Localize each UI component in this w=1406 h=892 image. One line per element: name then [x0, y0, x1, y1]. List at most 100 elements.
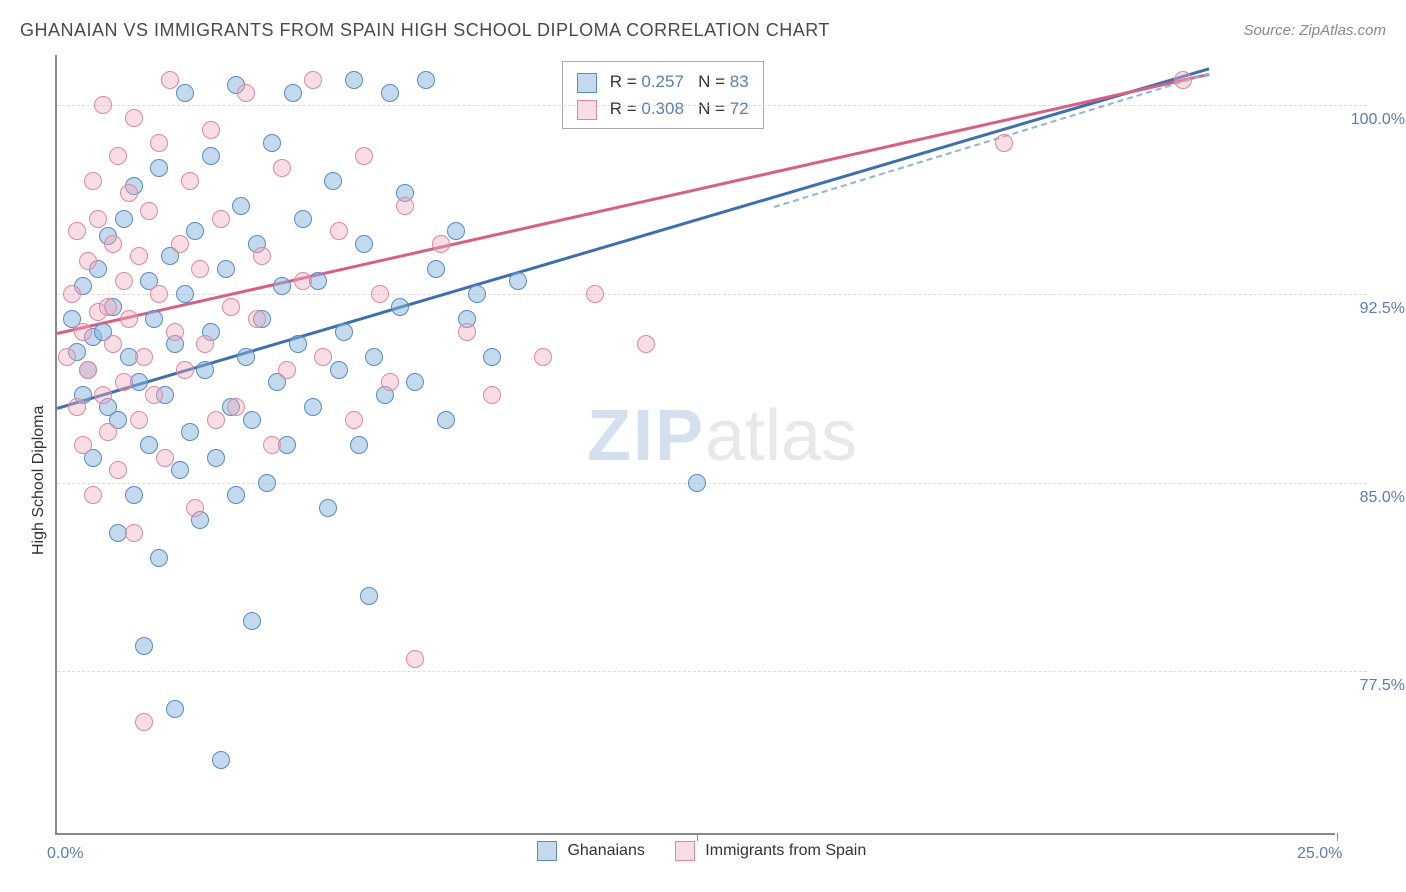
marker-ghanaians — [350, 436, 368, 454]
marker-spain — [176, 361, 194, 379]
marker-ghanaians — [181, 423, 199, 441]
marker-spain — [1174, 71, 1192, 89]
marker-ghanaians — [406, 373, 424, 391]
marker-spain — [304, 71, 322, 89]
marker-spain — [130, 247, 148, 265]
marker-spain — [94, 386, 112, 404]
legend-item-ghanaians: Ghanaians — [537, 841, 645, 861]
marker-ghanaians — [237, 348, 255, 366]
marker-spain — [99, 423, 117, 441]
marker-spain — [140, 202, 158, 220]
legend-row-spain: R = 0.308 N = 72 — [577, 95, 749, 122]
marker-spain — [381, 373, 399, 391]
marker-ghanaians — [355, 235, 373, 253]
ytick-label: 85.0% — [1360, 489, 1405, 507]
marker-ghanaians — [360, 587, 378, 605]
marker-ghanaians — [171, 461, 189, 479]
gridline — [57, 671, 1367, 672]
source-label: Source: ZipAtlas.com — [1243, 22, 1386, 39]
marker-spain — [58, 348, 76, 366]
marker-spain — [89, 210, 107, 228]
xtick — [697, 833, 698, 841]
marker-ghanaians — [217, 260, 235, 278]
gridline — [57, 294, 1367, 295]
marker-spain — [115, 272, 133, 290]
marker-spain — [115, 373, 133, 391]
ytick-label: 92.5% — [1360, 300, 1405, 318]
marker-spain — [396, 197, 414, 215]
marker-ghanaians — [330, 361, 348, 379]
marker-ghanaians — [243, 612, 261, 630]
marker-spain — [432, 235, 450, 253]
marker-spain — [79, 361, 97, 379]
marker-ghanaians — [227, 486, 245, 504]
marker-spain — [125, 524, 143, 542]
marker-spain — [534, 348, 552, 366]
marker-spain — [135, 713, 153, 731]
marker-ghanaians — [263, 134, 281, 152]
marker-ghanaians — [427, 260, 445, 278]
marker-ghanaians — [176, 84, 194, 102]
ytick-label: 77.5% — [1360, 677, 1405, 695]
marker-spain — [120, 310, 138, 328]
marker-spain — [196, 335, 214, 353]
marker-ghanaians — [145, 310, 163, 328]
swatch-pink-icon — [675, 841, 695, 861]
watermark: ZIPatlas — [587, 395, 857, 477]
marker-spain — [371, 285, 389, 303]
marker-spain — [74, 436, 92, 454]
marker-spain — [237, 84, 255, 102]
marker-ghanaians — [345, 71, 363, 89]
marker-ghanaians — [278, 436, 296, 454]
trendline-dashed — [774, 73, 1210, 208]
marker-spain — [181, 172, 199, 190]
marker-ghanaians — [509, 272, 527, 290]
marker-ghanaians — [319, 499, 337, 517]
marker-spain — [483, 386, 501, 404]
marker-spain — [109, 147, 127, 165]
xtick-label: 0.0% — [47, 845, 83, 863]
marker-spain — [278, 361, 296, 379]
correlation-legend: R = 0.257 N = 83 R = 0.308 N = 72 — [562, 61, 764, 129]
marker-spain — [273, 159, 291, 177]
marker-spain — [79, 252, 97, 270]
marker-ghanaians — [381, 84, 399, 102]
marker-ghanaians — [284, 84, 302, 102]
swatch-blue-icon — [577, 73, 597, 93]
marker-spain — [135, 348, 153, 366]
marker-spain — [263, 436, 281, 454]
marker-ghanaians — [232, 197, 250, 215]
marker-spain — [94, 96, 112, 114]
marker-spain — [330, 222, 348, 240]
marker-ghanaians — [202, 147, 220, 165]
marker-spain — [253, 247, 271, 265]
marker-spain — [156, 449, 174, 467]
y-axis-label: High School Diploma — [30, 406, 48, 555]
marker-spain — [84, 486, 102, 504]
marker-ghanaians — [309, 272, 327, 290]
marker-spain — [227, 398, 245, 416]
gridline — [57, 105, 1367, 106]
marker-spain — [125, 109, 143, 127]
marker-ghanaians — [196, 361, 214, 379]
marker-spain — [355, 147, 373, 165]
marker-ghanaians — [125, 486, 143, 504]
legend-item-spain: Immigrants from Spain — [675, 841, 866, 861]
marker-spain — [68, 398, 86, 416]
marker-spain — [207, 411, 225, 429]
plot-area: ZIPatlas R = 0.257 N = 83 R = 0.308 N = … — [55, 55, 1335, 835]
marker-spain — [161, 71, 179, 89]
marker-spain — [586, 285, 604, 303]
marker-spain — [406, 650, 424, 668]
marker-spain — [248, 310, 266, 328]
marker-spain — [74, 323, 92, 341]
marker-spain — [186, 499, 204, 517]
marker-ghanaians — [304, 398, 322, 416]
marker-spain — [150, 285, 168, 303]
marker-spain — [99, 298, 117, 316]
marker-ghanaians — [115, 210, 133, 228]
marker-spain — [84, 172, 102, 190]
series-legend: Ghanaians Immigrants from Spain — [537, 841, 866, 861]
marker-spain — [104, 235, 122, 253]
legend-row-ghanaians: R = 0.257 N = 83 — [577, 68, 749, 95]
